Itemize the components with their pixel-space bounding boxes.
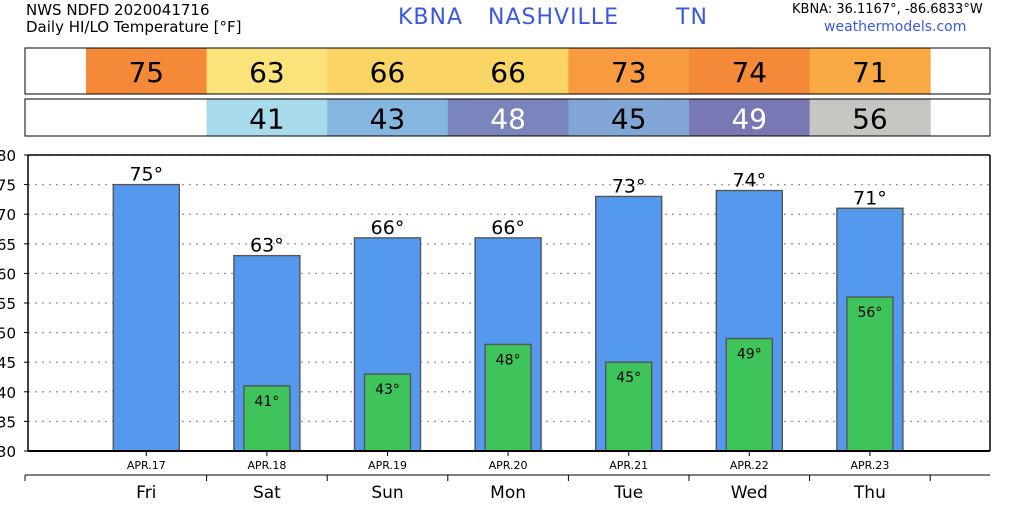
date-label: APR.17 [127,459,166,472]
product-id: NWS NDFD 2020041716 [26,1,210,19]
date-label: APR.22 [730,459,769,472]
day-label: Thu [853,483,886,503]
state-name: TN [676,5,708,30]
lo-cell [809,99,931,136]
low-temp-bar [605,361,653,452]
hi-cell-value: 73 [611,56,647,89]
lo-cell [86,99,208,136]
chart-bars: 75° 63° 41° 66° 43° 66° 48° 73° 45° 74° 49° 71° 56° [27,154,991,452]
hi-cell [327,48,449,94]
day-label: Fri [136,483,156,503]
day-label: Mon [490,483,526,503]
high-temp-label: 73° [612,175,646,197]
date-label: APR.19 [368,459,407,472]
lo-cell [689,99,811,136]
low-temp-bar [846,296,894,452]
city-name: NASHVILLE [488,5,619,30]
station-id: KBNA [398,5,464,30]
low-temp-bar [363,373,412,452]
hi-cell-value: 75 [128,56,164,89]
low-temp-bar [243,385,291,452]
y-tick-label: 50 [0,325,16,343]
day-label: Sun [371,483,403,503]
hi-cell [568,48,690,94]
lo-cell [568,99,690,136]
y-tick-label: 65 [0,236,16,254]
lo-cell [447,99,569,136]
lo-cell [327,99,449,136]
high-temp-label: 74° [732,170,766,192]
day-label: Tue [613,483,643,503]
day-label: Wed [731,483,768,503]
station-coordinates: KBNA: 36.1167°, -86.6833°W [792,2,983,17]
y-axis: 30 35 40 45 50 55 60 65 70 75 80 [0,147,28,461]
y-tick-label: 45 [0,354,16,372]
date-label: APR.23 [850,459,889,472]
low-temp-label: 45° [616,370,641,386]
y-tick-label: 70 [0,206,16,224]
hi-cell [206,48,328,94]
hi-cell [809,48,931,94]
day-label: Sat [253,483,281,503]
hi-cell [447,48,569,94]
date-label: APR.20 [489,459,528,472]
low-temp-label: 56° [857,305,882,321]
temperature-tables: 75 63 66 66 73 74 71 41 43 48 45 49 56 [24,47,991,137]
chart-subtitle: Daily HI/LO Temperature [°F] [26,18,242,36]
lo-cell-value: 45 [611,103,647,136]
high-temp-label: 66° [371,217,405,239]
hi-cell-value: 63 [249,56,285,89]
high-temp-label: 75° [129,164,163,186]
high-temp-bar [112,183,181,452]
lo-cell-value: 49 [731,103,767,136]
low-temp-label: 48° [496,352,521,368]
lo-cell-value: 43 [370,103,406,136]
hi-cell-value: 74 [731,56,767,89]
lo-row-border [24,98,991,137]
date-label: APR.21 [609,459,648,472]
y-tick-label: 35 [0,413,16,431]
lo-cell-value: 48 [490,103,526,136]
lo-cell-value: 41 [249,103,285,136]
y-tick-label: 75 [0,177,16,195]
x-axis: APR.17 Fri APR.18 Sat APR.19 Sun APR.20 Mon APR.… [24,451,990,503]
y-tick-label: 60 [0,265,16,283]
y-tick-label: 55 [0,295,16,313]
hi-cell [689,48,811,94]
low-temp-label: 49° [737,347,762,363]
lo-cell-value: 56 [852,103,888,136]
high-temp-label: 63° [250,235,284,257]
hi-cell-value: 66 [490,56,526,89]
website-link[interactable]: weathermodels.com [824,19,967,35]
hi-cell-value: 66 [370,56,406,89]
low-temp-label: 41° [254,394,279,410]
low-temp-bar [725,337,773,452]
low-temp-label: 43° [375,382,400,398]
hi-cell [86,48,208,94]
lo-cell [206,99,328,136]
date-label: APR.18 [247,459,286,472]
y-tick-label: 40 [0,384,16,402]
high-temp-label: 66° [491,217,525,239]
y-tick-label: 80 [0,147,16,165]
hi-row-border [24,47,991,95]
hi-cell-value: 71 [852,56,888,89]
y-tick-label: 30 [0,443,16,461]
high-temp-label: 71° [853,187,887,209]
